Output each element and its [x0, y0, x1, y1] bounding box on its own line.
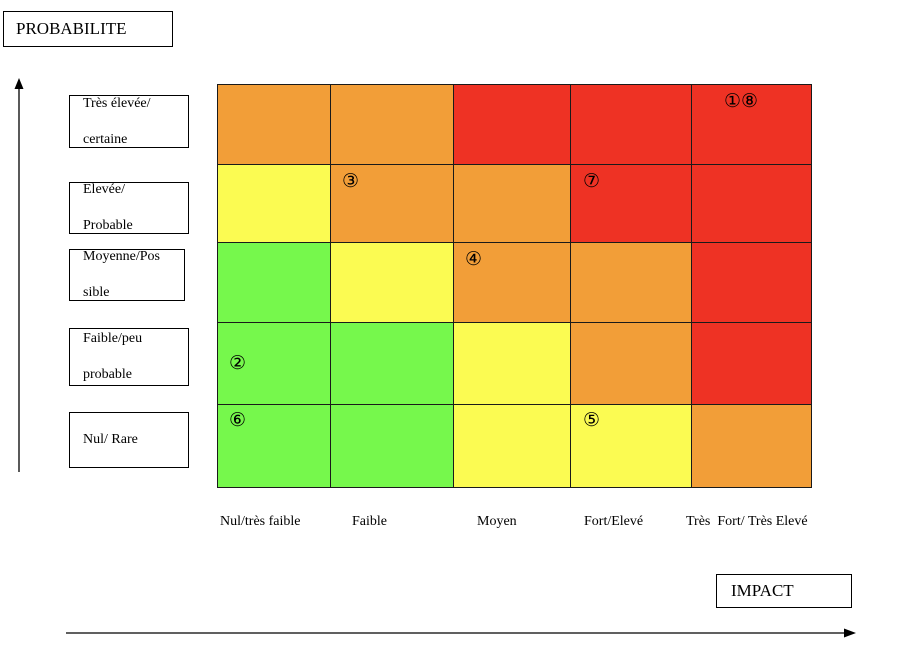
- matrix-cell-low-impact-3: [453, 322, 571, 405]
- impact-level-low: Faible: [352, 514, 387, 529]
- probability-level-rare: Nul/ Rare: [69, 412, 189, 468]
- impact-level-medium: Moyen: [477, 514, 517, 529]
- matrix-cell-medium-impact-4: [570, 242, 692, 323]
- probability-level-low: Faible/peu probable: [69, 328, 189, 386]
- probability-level-high: Elevée/Probable: [69, 182, 189, 234]
- matrix-cell-very-high-impact-3: [453, 84, 571, 165]
- matrix-cell-very-high-impact-1: [217, 84, 331, 165]
- risk-marker: ④: [465, 248, 483, 270]
- probability-level-medium: Moyenne/Pos sible: [69, 249, 185, 301]
- matrix-cell-low-impact-2: [330, 322, 454, 405]
- matrix-cell-medium-impact-5: [691, 242, 812, 323]
- probability-level-very-high: Très élevée/certaine: [69, 95, 189, 148]
- risk-marker: ②: [229, 352, 247, 374]
- risk-marker: ⑤: [583, 409, 601, 431]
- risk-marker: ①⑧: [724, 90, 759, 112]
- impact-axis-title: IMPACT: [716, 574, 852, 608]
- matrix-cell-high-impact-1: [217, 164, 331, 243]
- matrix-cell-low-impact-4: [570, 322, 692, 405]
- risk-marker: ⑥: [229, 409, 247, 431]
- matrix-cell-rare-impact-2: [330, 404, 454, 488]
- impact-axis-arrow: [66, 628, 856, 638]
- risk-marker: ⑦: [583, 170, 601, 192]
- matrix-cell-very-high-impact-4: [570, 84, 692, 165]
- probability-axis-arrow: [14, 78, 24, 472]
- impact-level-very-low: Nul/très faible: [220, 514, 301, 529]
- matrix-cell-rare-impact-5: [691, 404, 812, 488]
- matrix-cell-very-high-impact-5: [691, 84, 812, 165]
- matrix-cell-medium-impact-1: [217, 242, 331, 323]
- matrix-cell-low-impact-5: [691, 322, 812, 405]
- impact-level-very-high: Très Fort/ Très Elevé: [686, 514, 808, 529]
- probability-axis-title: PROBABILITE: [3, 11, 173, 47]
- impact-level-high: Fort/Elevé: [584, 514, 644, 529]
- risk-matrix: ①⑧ ③ ⑦ ④ ② ⑥ ⑤: [217, 84, 812, 488]
- matrix-cell-rare-impact-3: [453, 404, 571, 488]
- risk-marker: ③: [342, 170, 360, 192]
- matrix-cell-high-impact-3: [453, 164, 571, 243]
- matrix-cell-high-impact-2: [330, 164, 454, 243]
- matrix-cell-very-high-impact-2: [330, 84, 454, 165]
- matrix-cell-high-impact-5: [691, 164, 812, 243]
- matrix-cell-rare-impact-1: [217, 404, 331, 488]
- matrix-cell-medium-impact-2: [330, 242, 454, 323]
